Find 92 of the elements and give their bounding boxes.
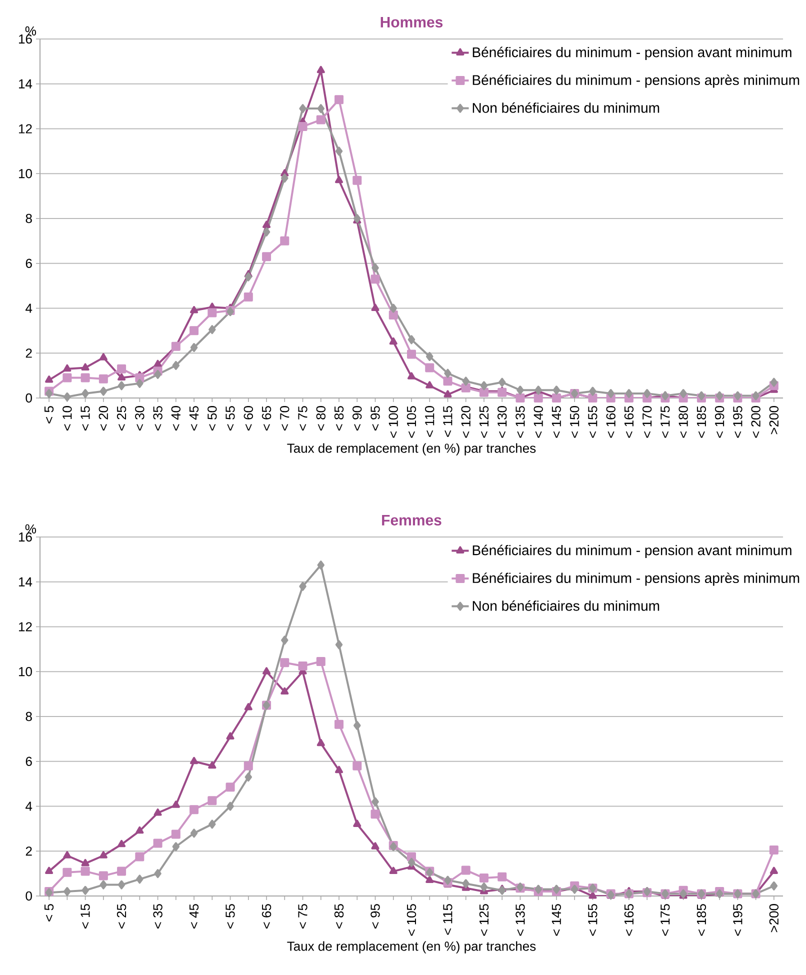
y-tick-label: 4: [26, 304, 32, 313]
x-tick-label: < 5: [44, 904, 54, 922]
legend-label: Bénéficiaires du minimum - pensions après minimum: [472, 572, 800, 586]
y-tick-label: 0: [26, 393, 32, 403]
legend-label: Non bénéficiaires du minimum: [472, 102, 660, 113]
x-tick-label: < 65: [262, 406, 272, 431]
x-tick-label: < 70: [280, 406, 290, 431]
x-tick-label: < 5: [44, 406, 54, 424]
x-tick-label: < 60: [244, 406, 253, 431]
x-tick-label: < 55: [226, 904, 235, 929]
x-tick-label: < 75: [298, 406, 308, 431]
chart-title: Femmes: [382, 515, 442, 526]
x-tick-label: < 90: [352, 406, 362, 431]
x-tick-label: < 125: [479, 406, 489, 438]
y-tick-label: 14: [18, 79, 32, 88]
y-tick-label: 6: [26, 756, 32, 766]
x-tick-label: < 40: [171, 406, 181, 431]
y-axis-title: %: [25, 26, 36, 36]
x-tick-label: < 200: [751, 406, 760, 438]
y-tick-label: 2: [26, 846, 32, 856]
y-tick-label: 12: [18, 124, 32, 134]
x-tick-label: < 115: [443, 904, 452, 935]
x-axis-title: Taux de remplacement (en %) par tranches: [287, 941, 536, 954]
x-tick-label: < 150: [570, 406, 580, 438]
y-tick-label: 10: [18, 169, 32, 178]
x-tick-label: < 95: [370, 406, 380, 431]
x-tick-label: < 165: [624, 406, 634, 438]
x-tick-label: < 185: [696, 406, 706, 438]
y-tick-label: 8: [26, 214, 32, 224]
x-tick-label: < 145: [552, 406, 562, 438]
x-tick-label: < 155: [588, 406, 598, 438]
x-tick-label: < 15: [80, 904, 90, 929]
x-tick-label: < 105: [406, 406, 416, 438]
x-tick-label: < 25: [116, 406, 126, 431]
x-tick-label: < 65: [262, 904, 272, 929]
y-tick-label: 14: [18, 577, 32, 586]
x-tick-label: < 195: [733, 904, 742, 936]
x-tick-label: < 135: [516, 904, 525, 936]
y-tick-label: 16: [18, 532, 32, 542]
x-tick-label: < 110: [425, 406, 434, 437]
x-tick-label: < 20: [98, 406, 108, 431]
y-tick-label: 8: [26, 712, 32, 722]
x-tick-label: < 25: [116, 904, 126, 929]
x-tick-label: < 105: [406, 904, 416, 936]
x-tick-label: < 85: [334, 904, 344, 929]
legend-label: Bénéficiaires du minimum - pensions après minimum: [472, 74, 800, 88]
x-tick-label: < 100: [388, 406, 398, 438]
legend-label: Bénéficiaires du minimum - pension avant minimum: [472, 544, 792, 558]
x-tick-label: < 175: [660, 904, 670, 936]
legend-label: Bénéficiaires du minimum - pension avant minimum: [472, 46, 792, 60]
x-tick-label: < 120: [461, 406, 470, 438]
chart-title: Hommes: [380, 17, 443, 28]
x-tick-label: < 175: [660, 406, 670, 438]
x-tick-label: < 160: [606, 406, 616, 438]
y-tick-label: 10: [18, 667, 32, 676]
x-tick-label: >200: [769, 406, 779, 434]
y-tick-label: 0: [26, 891, 32, 901]
y-axis-title: %: [25, 524, 36, 534]
x-tick-label: < 50: [208, 406, 217, 431]
x-tick-label: < 155: [588, 904, 598, 936]
y-tick-label: 4: [26, 802, 32, 811]
x-tick-label: < 45: [190, 904, 199, 929]
y-tick-label: 6: [26, 258, 32, 268]
x-tick-label: < 30: [135, 406, 144, 431]
x-tick-label: < 185: [696, 904, 706, 936]
x-tick-label: < 115: [443, 406, 452, 437]
x-tick-label: < 35: [153, 904, 162, 929]
x-tick-label: < 35: [153, 406, 162, 431]
x-tick-label: < 125: [479, 904, 489, 936]
x-tick-label: < 135: [516, 406, 525, 438]
x-tick-label: < 15: [80, 406, 90, 431]
x-tick-label: < 95: [370, 904, 380, 929]
x-tick-label: < 55: [226, 406, 235, 431]
x-tick-label: < 130: [498, 406, 507, 438]
y-tick-label: 2: [26, 348, 32, 358]
x-tick-label: < 85: [334, 406, 344, 431]
x-tick-label: < 165: [624, 904, 634, 936]
legend-label: Non bénéficiaires du minimum: [472, 600, 660, 611]
y-tick-label: 12: [18, 622, 32, 632]
x-tick-label: < 180: [678, 406, 688, 438]
x-tick-label: < 190: [714, 406, 724, 438]
x-tick-label: < 45: [190, 406, 199, 431]
y-tick-label: 16: [18, 34, 32, 44]
x-tick-label: >200: [769, 904, 779, 932]
x-tick-label: < 140: [534, 406, 543, 438]
x-tick-label: < 145: [552, 904, 562, 936]
x-axis-title: Taux de remplacement (en %) par tranches: [287, 443, 536, 456]
x-tick-label: < 75: [298, 904, 308, 929]
x-tick-label: < 80: [316, 406, 326, 431]
x-tick-label: < 195: [733, 406, 742, 438]
x-tick-label: < 170: [642, 406, 652, 438]
x-tick-label: < 10: [62, 406, 72, 431]
